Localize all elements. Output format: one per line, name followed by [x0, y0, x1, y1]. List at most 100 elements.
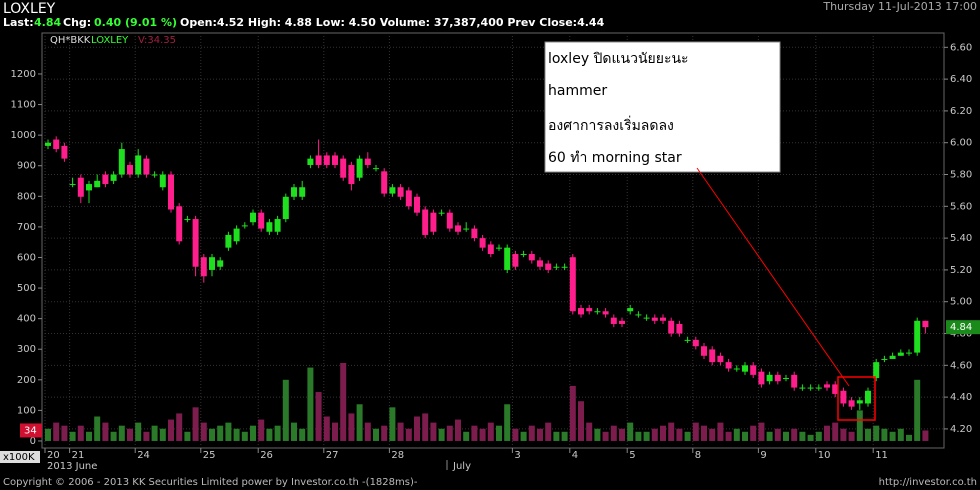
volume-bar: [258, 420, 264, 441]
volume-bar: [808, 435, 814, 441]
x-tick-label: 20: [47, 450, 60, 461]
volume-bar: [184, 432, 190, 441]
volume-bar: [398, 423, 404, 441]
y-tick-label: 4.20: [950, 424, 972, 435]
candle-body: [455, 225, 461, 231]
candle-body: [603, 311, 609, 314]
candle-body: [217, 260, 223, 266]
candle-body: [545, 264, 551, 270]
volume-bar: [496, 426, 502, 441]
volume-bar: [832, 423, 838, 441]
volume-bar: [906, 435, 912, 441]
x-tick-label: 21: [72, 450, 85, 461]
candle-body: [791, 375, 797, 388]
candle-body: [324, 155, 330, 165]
candle-body: [504, 248, 510, 270]
x-tick-label: 27: [326, 450, 339, 461]
candle-body: [447, 213, 453, 229]
y-tick-label: 5.00: [950, 297, 972, 308]
volume-bar: [209, 429, 215, 441]
x-tick-label: 8: [695, 450, 701, 461]
candle-body: [816, 388, 822, 389]
candle-body: [857, 400, 863, 403]
candle-body: [709, 349, 715, 362]
y-tick-label: 5.80: [950, 170, 972, 181]
volume-bar: [717, 423, 723, 441]
volume-bar: [275, 426, 281, 441]
volume-bar: [389, 407, 395, 441]
candle-body: [119, 149, 125, 174]
candle-body: [553, 267, 559, 268]
volume-bar: [922, 430, 928, 441]
candle-body: [726, 362, 732, 368]
volume-bar: [603, 432, 609, 441]
volume-bar: [283, 380, 289, 441]
volume-bar: [86, 432, 92, 441]
x-tick-label: 10: [818, 450, 831, 461]
candle-body: [635, 314, 641, 315]
volume-bar: [225, 423, 231, 441]
volume-bar: [455, 420, 461, 441]
candle-body: [143, 159, 149, 175]
candle-body: [398, 187, 404, 197]
volume-bar: [914, 380, 920, 441]
volume-bar: [791, 429, 797, 441]
candle-body: [389, 187, 395, 193]
volume-unit: x100K: [3, 452, 35, 463]
volume-bar: [685, 432, 691, 441]
volume-bar: [217, 426, 223, 441]
candle-body: [439, 213, 445, 214]
legend-volume: V:34.35: [138, 35, 176, 46]
quote-details: Open:4.52 High: 4.88 Low: 4.50 Volume: 3…: [180, 16, 605, 29]
candle-body: [102, 175, 108, 185]
candle-body: [685, 340, 691, 341]
volume-bar: [644, 432, 650, 441]
candle-body: [652, 318, 658, 321]
volume-bar: [381, 426, 387, 441]
y2-tick-label: 700: [17, 222, 36, 233]
candle-body: [340, 159, 346, 178]
annotation-text: องศาการลงเริ่มลดลง: [548, 116, 674, 134]
volume-bar: [193, 407, 199, 441]
volume-bar: [102, 423, 108, 441]
candle-body: [881, 359, 887, 360]
candle-body: [775, 375, 781, 381]
candle-body: [406, 190, 412, 206]
quote-change: 0.40 (9.01 %): [94, 16, 177, 29]
price-tag: 4.84: [950, 322, 972, 333]
candle-body: [767, 375, 773, 381]
y-tick-label: 6.20: [950, 106, 972, 117]
volume-bar: [840, 429, 846, 441]
quote-label: Last:: [3, 16, 34, 29]
x-tick-label: 4: [572, 450, 578, 461]
candle-body: [357, 159, 363, 178]
legend-source: QH*BKK: [50, 35, 91, 46]
volume-bar: [61, 426, 67, 441]
volume-bar: [537, 429, 543, 441]
candle-body: [717, 356, 723, 362]
candle-body: [627, 308, 633, 311]
volume-bar: [316, 392, 322, 441]
annotation-text: hammer: [548, 83, 607, 99]
volume-bar: [250, 426, 256, 441]
candle-body: [316, 155, 322, 165]
candle-body: [594, 311, 600, 312]
candle-body: [193, 219, 199, 267]
candle-body: [799, 388, 805, 389]
x-tick-label: 24: [137, 450, 150, 461]
candle-body: [570, 257, 576, 311]
y-tick-label: 6.00: [950, 138, 972, 149]
volume-bar: [849, 432, 855, 441]
candle-body: [250, 213, 256, 223]
month-label: July: [452, 461, 471, 472]
candle-body: [242, 225, 248, 226]
volume-bar: [783, 432, 789, 441]
candle-body: [480, 238, 486, 248]
volume-bar: [652, 429, 658, 441]
y-tick-label: 5.40: [950, 233, 972, 244]
volume-bar: [742, 432, 748, 441]
candle-body: [488, 244, 494, 254]
footer-url: http://investor.co.th: [879, 477, 977, 488]
volume-bar: [291, 423, 297, 441]
candle-body: [865, 391, 871, 404]
